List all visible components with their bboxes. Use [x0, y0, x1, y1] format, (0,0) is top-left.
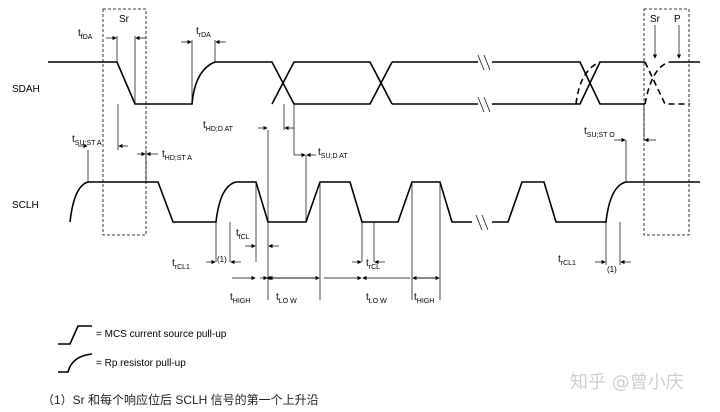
- legend-rp-text: = Rp resistor pull-up: [96, 358, 186, 369]
- tsusta-left-label: tSU;ST A: [72, 134, 102, 147]
- rp-pullup-symbol: [58, 353, 93, 373]
- sr-stop-box: [643, 8, 690, 236]
- note1-right: (1): [607, 265, 617, 274]
- sr-start-box: [102, 8, 147, 236]
- sr-right-label: Sr: [650, 14, 661, 25]
- thigh-1-label: tHIGH: [230, 292, 250, 305]
- footnote: （1）Sr 和每个响应位后 SCLH 信号的第一个上升沿: [42, 393, 319, 407]
- tlow-1-label: tLO W: [276, 292, 297, 305]
- trda-label: trDA: [196, 26, 211, 39]
- sr-left-label: Sr: [119, 14, 130, 25]
- mcs-pullup-symbol: [58, 325, 92, 345]
- trcl-label: trCL: [366, 258, 380, 271]
- thddat-label: tHD;D AT: [203, 120, 234, 133]
- thigh-2-label: tHIGH: [414, 292, 434, 305]
- scl-label: SCLH: [12, 200, 39, 211]
- legend-mcs-text: = MCS current source pull-up: [96, 329, 227, 340]
- thdsta-label: tHD;ST A: [162, 149, 192, 162]
- trcl1-left-label: trCL1: [172, 258, 190, 271]
- scl-waveform: [69, 181, 700, 231]
- watermark: 知乎 @曾小庆: [570, 372, 684, 393]
- trcl1-right-label: trCL1: [558, 254, 576, 267]
- tsudat-label: tSU;D AT: [318, 147, 348, 160]
- note1-left: (1): [217, 255, 227, 264]
- tfcl-label: tfCL: [236, 228, 250, 241]
- sda-waveform: [48, 54, 700, 113]
- sda-label: SDAH: [12, 84, 40, 95]
- tlow-2-label: tLO W: [366, 292, 387, 305]
- p-label: P: [674, 14, 681, 25]
- tsusto-label: tSU;ST O: [584, 126, 615, 139]
- tfda-label: tfDA: [78, 28, 93, 41]
